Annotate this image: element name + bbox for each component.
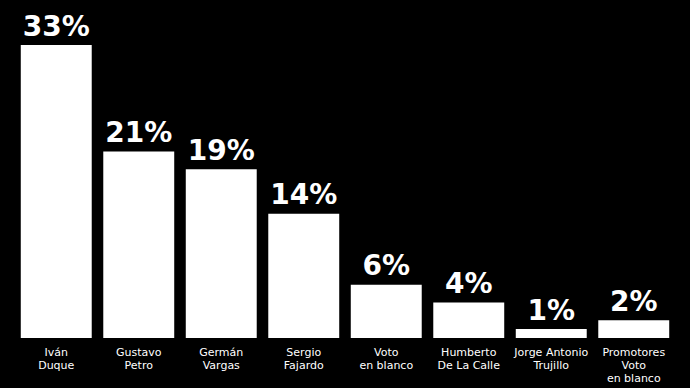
- svg-text:Fajardo: Fajardo: [284, 359, 324, 372]
- svg-text:4%: 4%: [445, 267, 493, 300]
- svg-text:1%: 1%: [527, 294, 575, 327]
- svg-text:Voto: Voto: [374, 346, 399, 359]
- svg-text:en blanco: en blanco: [359, 359, 413, 372]
- svg-text:Vargas: Vargas: [203, 359, 240, 372]
- svg-text:6%: 6%: [362, 249, 410, 282]
- svg-text:14%: 14%: [270, 178, 337, 211]
- svg-text:Promotores: Promotores: [602, 346, 665, 359]
- svg-text:2%: 2%: [610, 285, 658, 318]
- svg-text:Voto: Voto: [622, 359, 647, 372]
- svg-text:Iván: Iván: [45, 346, 68, 359]
- svg-text:Germán: Germán: [199, 346, 243, 359]
- svg-text:De La Calle: De La Calle: [438, 359, 501, 372]
- svg-text:Humberto: Humberto: [441, 346, 497, 359]
- svg-text:Trujillo: Trujillo: [532, 359, 569, 372]
- svg-text:Duque: Duque: [38, 359, 74, 372]
- svg-text:Sergio: Sergio: [286, 346, 321, 359]
- svg-text:Petro: Petro: [125, 359, 154, 372]
- svg-text:Jorge Antonio: Jorge Antonio: [513, 346, 588, 359]
- svg-text:19%: 19%: [188, 134, 255, 167]
- svg-text:Gustavo: Gustavo: [116, 346, 162, 359]
- svg-text:33%: 33%: [23, 10, 90, 43]
- svg-text:en blanco: en blanco: [607, 372, 661, 385]
- svg-text:21%: 21%: [105, 116, 172, 149]
